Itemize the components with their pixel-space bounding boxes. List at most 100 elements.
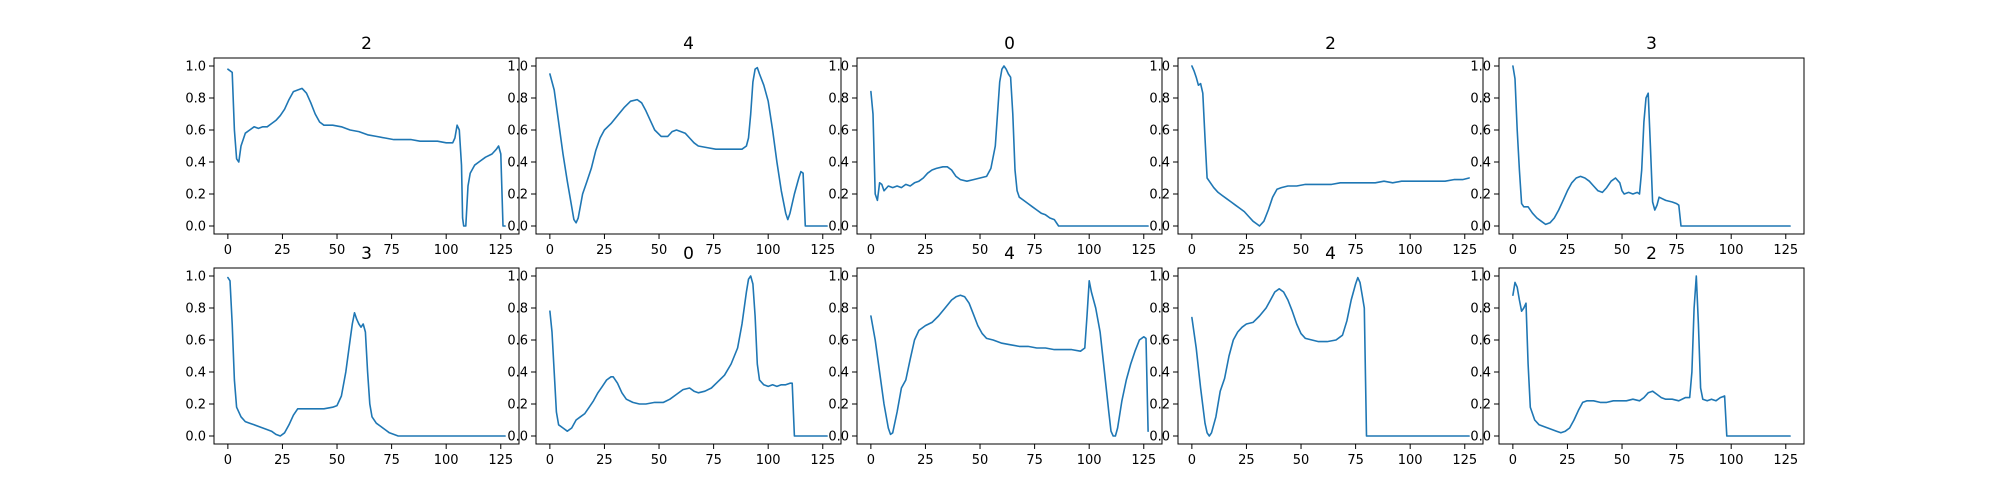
x-tick-label: 0 <box>867 453 875 468</box>
x-tick-label: 0 <box>546 453 554 468</box>
axes-frame <box>1177 57 1484 235</box>
y-tick-label: 0.0 <box>507 220 528 235</box>
x-tick-label: 100 <box>756 453 781 468</box>
axes-frame <box>1498 267 1805 445</box>
subplot-6: 0 0 25 50 75 100 125 0.0 0.2 0.4 0.6 0.8 1.0 <box>507 244 842 468</box>
axes-frame <box>213 267 520 445</box>
y-tick-label: 0.2 <box>1470 188 1491 203</box>
y-tick-label: 0.0 <box>507 430 528 445</box>
x-tick-label: 125 <box>488 243 513 258</box>
x-tick-label: 100 <box>756 243 781 258</box>
axes-frame <box>535 267 842 445</box>
y-tick-label: 1.0 <box>507 270 528 285</box>
x-tick-label: 75 <box>1026 243 1043 258</box>
x-tick-label: 0 <box>867 243 875 258</box>
subplot-title: 4 <box>1004 244 1015 264</box>
x-tick-label: 75 <box>1026 453 1043 468</box>
y-tick-label: 0.6 <box>828 124 849 139</box>
x-tick-label: 75 <box>1668 453 1685 468</box>
y-tick-label: 0.4 <box>1470 366 1491 381</box>
y-tick-label: 0.2 <box>828 188 849 203</box>
x-tick-label: 125 <box>1131 243 1156 258</box>
x-tick-label: 25 <box>1559 243 1576 258</box>
subplot-8: 4 0 25 50 75 100 125 0.0 0.2 0.4 0.6 0.8 1.0 <box>1149 244 1484 468</box>
x-tick-label: 25 <box>596 453 613 468</box>
subplot-4: 3 0 25 50 75 100 125 0.0 0.2 0.4 0.6 0.8 1.0 <box>1470 34 1805 258</box>
subplot-2: 0 0 25 50 75 100 125 0.0 0.2 0.4 0.6 0.8 1.0 <box>828 34 1163 258</box>
y-tick-label: 0.8 <box>507 302 528 317</box>
series-line <box>1191 276 1470 437</box>
x-tick-label: 50 <box>651 453 668 468</box>
y-tick-label: 0.4 <box>1149 366 1170 381</box>
axes-frame <box>856 57 1163 235</box>
y-tick-label: 0.8 <box>1149 92 1170 107</box>
y-tick-label: 0.4 <box>185 156 206 171</box>
y-tick-label: 1.0 <box>185 60 206 75</box>
x-tick-label: 125 <box>810 243 835 258</box>
y-tick-label: 0.0 <box>185 220 206 235</box>
x-tick-label: 100 <box>1719 453 1744 468</box>
subplot-title: 3 <box>1646 34 1657 54</box>
y-tick-label: 0.0 <box>1149 430 1170 445</box>
x-tick-label: 100 <box>1398 243 1423 258</box>
subplot-3: 2 0 25 50 75 100 125 0.0 0.2 0.4 0.6 0.8 1.0 <box>1149 34 1484 258</box>
y-tick-label: 0.4 <box>507 366 528 381</box>
x-tick-label: 125 <box>488 453 513 468</box>
y-tick-label: 0.4 <box>1470 156 1491 171</box>
x-tick-label: 0 <box>1509 453 1517 468</box>
y-tick-label: 1.0 <box>828 60 849 75</box>
x-tick-label: 50 <box>1614 243 1631 258</box>
axes-frame <box>856 267 1163 445</box>
y-tick-label: 0.6 <box>507 334 528 349</box>
y-tick-label: 0.2 <box>1470 398 1491 413</box>
y-tick-label: 1.0 <box>507 60 528 75</box>
x-tick-label: 50 <box>1293 453 1310 468</box>
y-tick-label: 1.0 <box>1470 60 1491 75</box>
x-tick-label: 125 <box>1452 453 1477 468</box>
x-tick-label: 25 <box>1559 453 1576 468</box>
x-tick-label: 0 <box>224 243 232 258</box>
y-tick-label: 0.2 <box>1149 398 1170 413</box>
x-tick-label: 75 <box>1347 243 1364 258</box>
x-tick-label: 50 <box>1293 243 1310 258</box>
y-tick-label: 0.8 <box>1470 302 1491 317</box>
y-tick-label: 0.0 <box>828 430 849 445</box>
subplot-5: 3 0 25 50 75 100 125 0.0 0.2 0.4 0.6 0.8 1.0 <box>185 244 520 468</box>
axes-frame <box>535 57 842 235</box>
y-tick-label: 0.6 <box>185 334 206 349</box>
series-line <box>549 66 828 227</box>
x-tick-label: 125 <box>1773 243 1798 258</box>
x-tick-label: 25 <box>917 453 934 468</box>
x-tick-label: 50 <box>1614 453 1631 468</box>
y-tick-label: 0.8 <box>828 302 849 317</box>
subplot-title: 2 <box>1325 34 1336 54</box>
y-tick-label: 0.8 <box>828 92 849 107</box>
axes-frame <box>213 57 520 235</box>
x-tick-label: 25 <box>1238 453 1255 468</box>
x-tick-label: 100 <box>1077 243 1102 258</box>
y-tick-label: 0.8 <box>1149 302 1170 317</box>
series-line <box>1512 275 1791 437</box>
y-tick-label: 0.0 <box>1470 220 1491 235</box>
y-tick-label: 0.8 <box>185 92 206 107</box>
y-tick-label: 0.0 <box>185 430 206 445</box>
y-tick-label: 0.2 <box>828 398 849 413</box>
x-tick-label: 0 <box>224 453 232 468</box>
x-tick-label: 125 <box>810 453 835 468</box>
series-line <box>1191 65 1470 227</box>
series-line <box>870 65 1149 227</box>
y-tick-label: 0.0 <box>1149 220 1170 235</box>
x-tick-label: 75 <box>1668 243 1685 258</box>
subplot-9: 2 0 25 50 75 100 125 0.0 0.2 0.4 0.6 0.8 1.0 <box>1470 244 1805 468</box>
x-tick-label: 25 <box>917 243 934 258</box>
x-tick-label: 50 <box>651 243 668 258</box>
subplot-title: 4 <box>1325 244 1336 264</box>
x-tick-label: 125 <box>1773 453 1798 468</box>
y-tick-label: 0.6 <box>507 124 528 139</box>
x-tick-label: 25 <box>596 243 613 258</box>
y-tick-label: 0.4 <box>507 156 528 171</box>
y-tick-label: 0.2 <box>1149 188 1170 203</box>
x-tick-label: 0 <box>1188 243 1196 258</box>
subplot-title: 0 <box>683 244 694 264</box>
y-tick-label: 0.2 <box>507 188 528 203</box>
